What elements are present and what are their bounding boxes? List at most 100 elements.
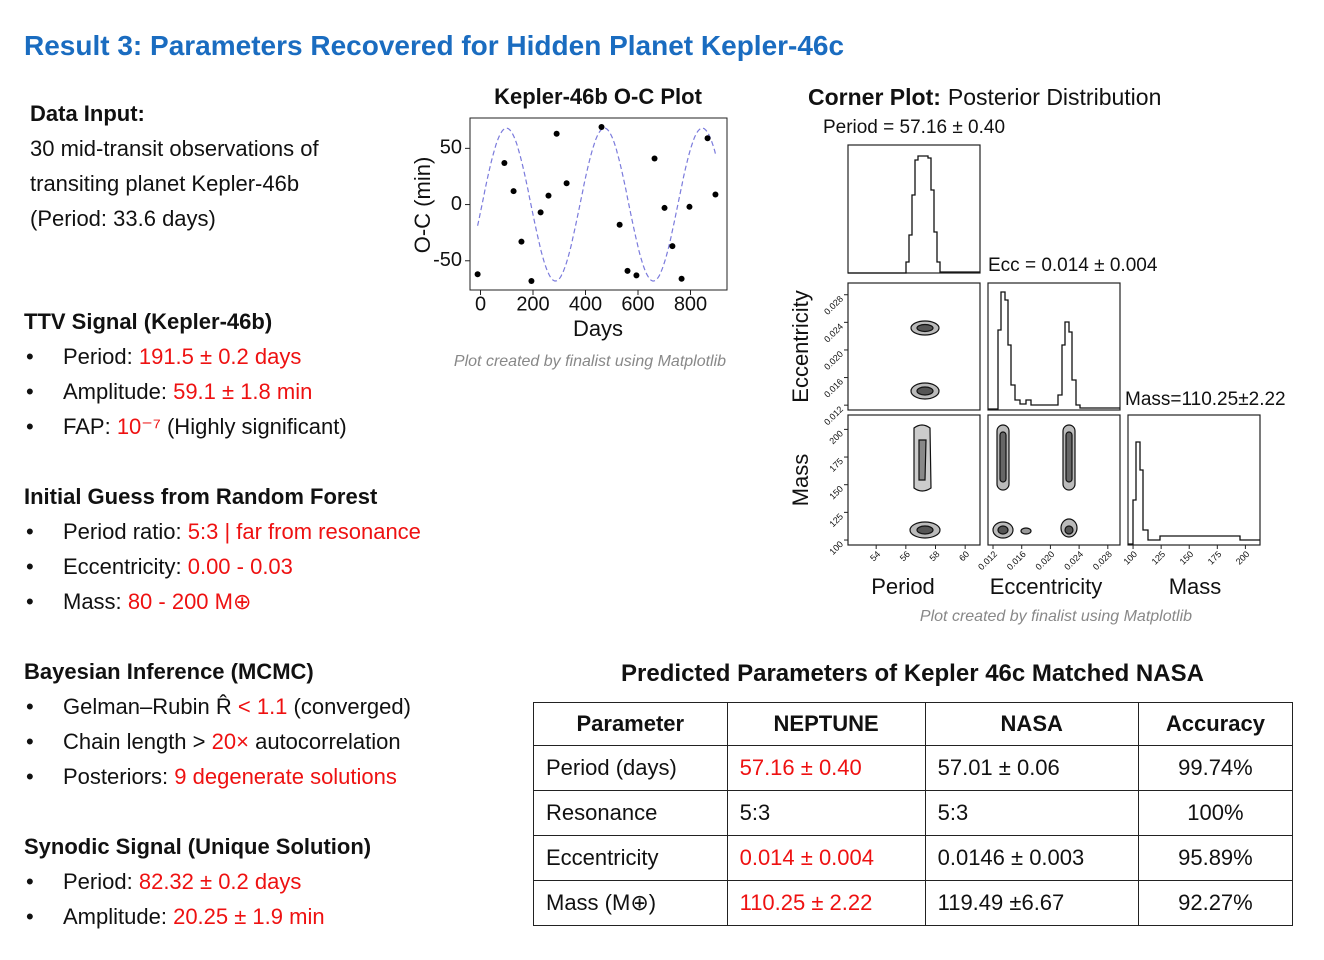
data-point bbox=[651, 155, 658, 162]
section-heading: TTV Signal (Kepler-46b) bbox=[24, 309, 273, 334]
panel bbox=[847, 414, 981, 546]
contour bbox=[918, 439, 927, 481]
table-cell: 5:3 bbox=[726, 790, 926, 836]
item-value: 59.1 ± 1.8 min bbox=[173, 379, 313, 404]
item-label: Chain length > bbox=[63, 729, 206, 754]
oc-frame bbox=[469, 117, 728, 291]
table-cell: 0.0146 ± 0.003 bbox=[924, 835, 1139, 881]
item-note: (Highly significant) bbox=[166, 414, 347, 439]
item-label: Posteriors: bbox=[63, 764, 169, 789]
contour bbox=[916, 525, 934, 535]
sections: TTV Signal (Kepler-46b) Period: 191.5 ± 0… bbox=[24, 304, 421, 960]
oc-x-label: Days bbox=[573, 316, 623, 341]
x-tick-label: 100 bbox=[1121, 549, 1139, 567]
header-row: Parameter NEPTUNE NASA Accuracy bbox=[533, 702, 1294, 746]
bullet-item: Eccentricity: 0.00 - 0.03 bbox=[24, 549, 421, 584]
corner-title-rest: Posterior Distribution bbox=[948, 84, 1161, 110]
data-point bbox=[633, 272, 640, 279]
table-cell: 99.74% bbox=[1137, 745, 1294, 791]
header-cell: Accuracy bbox=[1137, 702, 1294, 746]
item-label: Gelman–Rubin R̂ bbox=[63, 694, 232, 719]
item-label: Period: bbox=[63, 869, 133, 894]
data-point bbox=[712, 191, 719, 198]
item-note: (converged) bbox=[293, 694, 411, 719]
x-tick-label: 0.024 bbox=[1062, 549, 1085, 572]
y-tick-label: 0.024 bbox=[822, 321, 845, 344]
contour bbox=[1064, 525, 1074, 535]
item-value: 191.5 ± 0.2 days bbox=[138, 344, 302, 369]
panel-title: Ecc = 0.014 ± 0.004 bbox=[988, 255, 1158, 276]
table-cell: 119.49 ±6.67 bbox=[924, 880, 1139, 926]
y-tick-label: 0.028 bbox=[822, 294, 845, 317]
bullet-item: Chain length > 20× autocorrelation bbox=[24, 724, 421, 759]
table-cell: 110.25 ± 2.22 bbox=[726, 880, 926, 926]
x-tick-label: 400 bbox=[569, 293, 602, 315]
table-row: Eccentricity 0.014 ± 0.004 0.0146 ± 0.003 9… bbox=[533, 835, 1294, 881]
table-cell: Mass (M⊕) bbox=[533, 880, 728, 926]
bullet-item: Period: 191.5 ± 0.2 days bbox=[24, 339, 421, 374]
x-axis-label: Eccentricity bbox=[990, 574, 1102, 599]
table-title: Predicted Parameters of Kepler 46c Match… bbox=[621, 660, 1204, 687]
item-value: 0.00 - 0.03 bbox=[187, 554, 293, 579]
panel bbox=[847, 144, 981, 274]
y-tick-label: 0.012 bbox=[822, 404, 845, 427]
results-table: Parameter NEPTUNE NASA Accuracy Period (days… bbox=[533, 702, 1294, 926]
table-row: Mass (M⊕) 110.25 ± 2.22 119.49 ±6.67 92.27% bbox=[533, 880, 1294, 926]
x-tick-label: 200 bbox=[1234, 549, 1252, 567]
panel bbox=[1127, 414, 1261, 546]
contour bbox=[1020, 527, 1032, 535]
table-cell: 95.89% bbox=[1137, 835, 1294, 881]
x-tick-label: 0.028 bbox=[1091, 549, 1114, 572]
bullet-item: Posteriors: 9 degenerate solutions bbox=[24, 759, 421, 794]
y-tick-label: -50 bbox=[433, 249, 462, 271]
table-cell: 100% bbox=[1137, 790, 1294, 836]
data-point bbox=[518, 238, 525, 245]
x-tick-label: 175 bbox=[1206, 549, 1224, 567]
data-input-line: (Period: 33.6 days) bbox=[30, 206, 216, 231]
table-cell: 5:3 bbox=[924, 790, 1139, 836]
item-label: Amplitude: bbox=[63, 379, 167, 404]
data-input-line: transiting planet Kepler-46b bbox=[30, 171, 300, 196]
data-point bbox=[624, 267, 631, 274]
panel bbox=[847, 282, 981, 411]
table-cell: 57.16 ± 0.40 bbox=[726, 745, 926, 791]
bullet-item: Gelman–Rubin R̂ < 1.1 (converged) bbox=[24, 689, 421, 724]
item-value: 20× bbox=[211, 729, 249, 754]
corner-title-bold: Corner Plot: bbox=[808, 84, 941, 110]
y-tick-label: 100 bbox=[827, 539, 845, 557]
data-point bbox=[616, 221, 623, 228]
y-axis-label: Eccentricity bbox=[788, 290, 813, 402]
item-value: 20.25 ± 1.9 min bbox=[173, 904, 325, 929]
panel bbox=[987, 414, 1121, 546]
table-cell: 92.27% bbox=[1137, 880, 1294, 926]
data-point bbox=[501, 159, 508, 166]
bullet-item: FAP: 10⁻⁷ (Highly significant) bbox=[24, 409, 421, 444]
y-tick-label: 50 bbox=[440, 137, 462, 159]
mass-histogram bbox=[1128, 441, 1260, 545]
bullet-item: Amplitude: 20.25 ± 1.9 min bbox=[24, 899, 421, 934]
x-tick-label: 0.016 bbox=[1005, 549, 1028, 572]
table-cell: Eccentricity bbox=[533, 835, 728, 881]
ecc-histogram bbox=[988, 291, 1120, 410]
data-point bbox=[661, 204, 668, 211]
x-tick-label: 125 bbox=[1150, 549, 1168, 567]
item-label: Eccentricity: bbox=[63, 554, 182, 579]
section: TTV Signal (Kepler-46b) Period: 191.5 ± 0… bbox=[24, 304, 421, 444]
x-tick-label: 0 bbox=[475, 293, 486, 315]
data-point bbox=[553, 130, 560, 137]
contour bbox=[1065, 431, 1073, 483]
contour bbox=[916, 323, 934, 333]
section-heading: Bayesian Inference (MCMC) bbox=[24, 659, 314, 684]
section: Bayesian Inference (MCMC) Gelman–Rubin R̂… bbox=[24, 654, 421, 794]
period-histogram bbox=[848, 155, 980, 274]
x-tick-label: 58 bbox=[927, 549, 941, 563]
contour bbox=[997, 525, 1009, 535]
data-input-heading: Data Input: bbox=[30, 101, 145, 126]
item-label: Amplitude: bbox=[63, 904, 167, 929]
bullet-item: Mass: 80 - 200 M⊕ bbox=[24, 584, 421, 619]
y-tick-label: 0.016 bbox=[822, 377, 845, 400]
section-heading: Synodic Signal (Unique Solution) bbox=[24, 834, 372, 859]
data-point bbox=[528, 278, 535, 285]
